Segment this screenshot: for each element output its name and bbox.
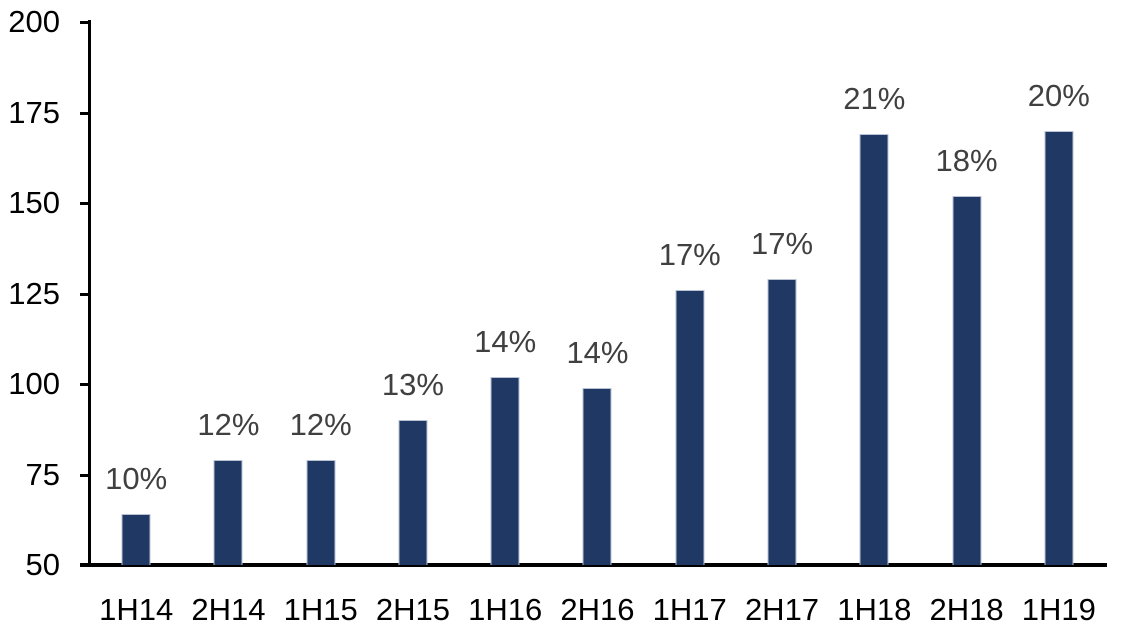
bar bbox=[213, 460, 243, 565]
bar-value-label: 12% bbox=[197, 407, 260, 443]
bar bbox=[952, 195, 982, 565]
bar-slot: 18% bbox=[920, 22, 1012, 565]
y-tick-mark bbox=[80, 564, 91, 567]
bar-value-label: 14% bbox=[474, 323, 537, 359]
bar-slot: 17% bbox=[736, 22, 828, 565]
bar bbox=[121, 514, 151, 565]
y-tick-label: 125 bbox=[8, 275, 60, 311]
x-tick-label: 1H15 bbox=[283, 592, 358, 627]
y-tick-mark bbox=[80, 292, 91, 296]
bar-slot: 21% bbox=[828, 22, 920, 565]
x-tick-label: 2H18 bbox=[929, 592, 1004, 627]
x-tick-label: 2H15 bbox=[375, 592, 450, 627]
bar-value-label: 17% bbox=[658, 236, 721, 272]
x-tick-label: 2H16 bbox=[560, 592, 635, 627]
bar-slot: 17% bbox=[644, 22, 736, 565]
bar bbox=[1044, 130, 1074, 565]
bar-value-label: 17% bbox=[750, 226, 814, 262]
bar-slot: 13% bbox=[367, 22, 459, 565]
x-tick-label: 1H17 bbox=[652, 592, 727, 627]
x-tick-label: 2H17 bbox=[744, 592, 820, 627]
bar-value-label: 20% bbox=[1027, 77, 1090, 113]
y-tick-mark bbox=[80, 473, 91, 477]
x-tick-label: 1H16 bbox=[468, 592, 543, 627]
bar-slot: 14% bbox=[459, 22, 551, 565]
x-axis-line bbox=[80, 563, 1107, 567]
bar-value-label: 13% bbox=[381, 367, 444, 403]
bar bbox=[490, 376, 520, 565]
y-tick-label: 200 bbox=[8, 4, 60, 39]
bar-slot: 14% bbox=[551, 22, 643, 565]
bar bbox=[675, 289, 705, 565]
bar-value-label: 10% bbox=[105, 461, 168, 497]
y-tick-label: 75 bbox=[25, 456, 60, 492]
y-tick-mark bbox=[80, 111, 91, 115]
bar-value-label: 18% bbox=[935, 142, 998, 178]
x-tick-label: 1H14 bbox=[99, 592, 174, 627]
bar-value-label: 14% bbox=[566, 334, 629, 370]
y-tick-label: 150 bbox=[8, 185, 60, 220]
x-axis-labels: 1H14 2H14 1H15 2H15 1H16 2H16 1H17 2H17 1H18 2H18… bbox=[90, 593, 1105, 627]
y-tick-mark bbox=[80, 21, 91, 24]
bar bbox=[398, 420, 428, 565]
plot-area: 10% 12% 12% 13% 14% 14% 17% 17% 21% 18% bbox=[90, 22, 1105, 565]
bar bbox=[767, 279, 797, 565]
bar bbox=[306, 460, 336, 565]
bar-slot: 12% bbox=[182, 22, 274, 565]
y-tick-mark bbox=[80, 383, 91, 386]
bar-value-label: 12% bbox=[289, 407, 352, 443]
bar bbox=[859, 134, 889, 565]
bar bbox=[582, 387, 612, 565]
bar-slot: 20% bbox=[1013, 22, 1105, 565]
bar-slot: 12% bbox=[275, 22, 367, 565]
y-tick-label: 175 bbox=[8, 94, 60, 130]
bar-slot: 10% bbox=[90, 22, 182, 565]
y-tick-label: 100 bbox=[8, 366, 60, 401]
x-tick-label: 2H14 bbox=[191, 592, 266, 627]
y-tick-mark bbox=[80, 202, 91, 205]
bar-value-label: 21% bbox=[843, 81, 906, 117]
x-tick-label: 1H19 bbox=[1021, 592, 1096, 627]
y-tick-label: 50 bbox=[25, 547, 60, 582]
x-tick-label: 1H18 bbox=[837, 592, 912, 627]
